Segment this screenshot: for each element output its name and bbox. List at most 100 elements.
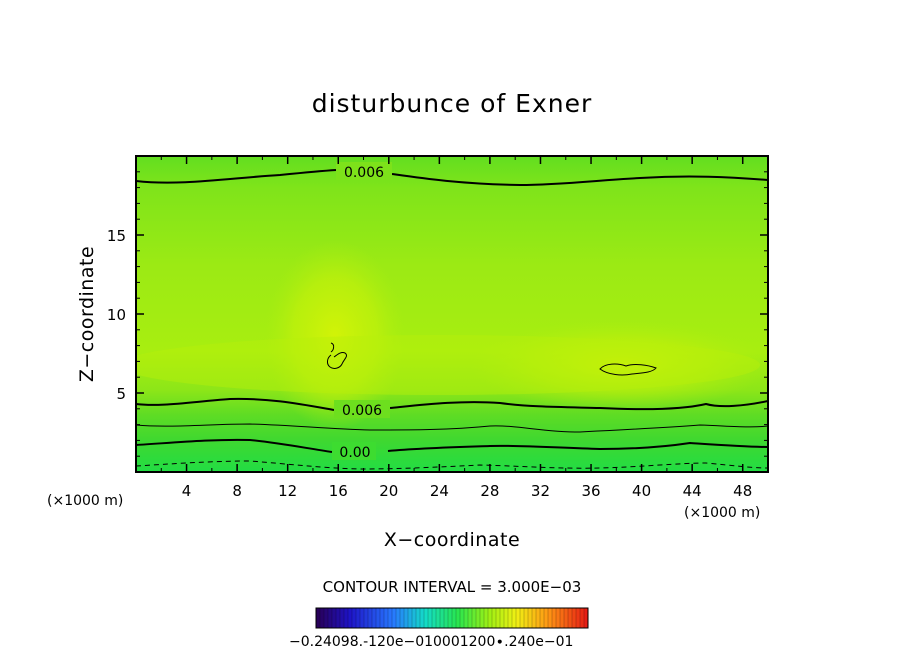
colorbar-swatch	[424, 608, 429, 628]
colorbar-swatch	[344, 608, 349, 628]
colorbar-swatch	[428, 608, 433, 628]
colorbar-swatch	[348, 608, 353, 628]
colorbar-swatch	[456, 608, 461, 628]
colorbar-swatch	[368, 608, 373, 628]
x-axis-label: X−coordinate	[384, 529, 520, 551]
x-tick-label: 8	[232, 482, 242, 500]
colorbar-swatch	[388, 608, 393, 628]
contour-label-middle: 0.006	[342, 403, 382, 419]
colorbar-swatch	[380, 608, 385, 628]
colorbar-swatch	[472, 608, 477, 628]
contour-line-upper-0.006	[136, 169, 768, 187]
colorbar-swatch	[580, 608, 585, 628]
x-axis-unit-left: (×1000 m)	[47, 493, 123, 509]
colorbar-swatch	[396, 608, 401, 628]
colorbar-swatch	[584, 608, 589, 628]
contour-closed-west	[327, 342, 347, 369]
colorbar-swatch	[568, 608, 573, 628]
x-tick-label: 12	[278, 482, 297, 500]
y-tick-label: 5	[116, 385, 126, 403]
y-axis-ticks: 5 10 15	[107, 171, 768, 457]
contour-line-0.00	[136, 438, 768, 453]
x-tick-label: 24	[430, 482, 449, 500]
x-tick-label: 44	[683, 482, 702, 500]
colorbar-swatch	[556, 608, 561, 628]
colorbar-swatch	[436, 608, 441, 628]
colorbar-swatch	[572, 608, 577, 628]
colorbar-swatch	[480, 608, 485, 628]
colorbar-swatch	[352, 608, 357, 628]
colorbar-swatch	[536, 608, 541, 628]
colorbar-swatch	[504, 608, 509, 628]
colorbar-swatch	[492, 608, 497, 628]
colorbar-swatch	[452, 608, 457, 628]
colorbar-swatch	[400, 608, 405, 628]
colorbar-swatch	[444, 608, 449, 628]
contour-line-0.003	[136, 423, 768, 433]
colorbar-swatch	[464, 608, 469, 628]
y-axis-label: Z−coordinate	[76, 246, 98, 382]
field-high-region-west	[265, 240, 405, 430]
colorbar-swatch	[392, 608, 397, 628]
colorbar-swatch	[512, 608, 517, 628]
colorbar-swatch	[524, 608, 529, 628]
colorbar-swatch	[384, 608, 389, 628]
colorbar-swatch	[420, 608, 425, 628]
colorbar-swatch	[372, 608, 377, 628]
colorbar-swatch	[500, 608, 505, 628]
colorbar-swatch	[336, 608, 341, 628]
y-tick-label: 10	[107, 306, 126, 324]
colorbar-swatch	[560, 608, 565, 628]
colorbar-swatch	[408, 608, 413, 628]
colorbar-swatch	[432, 608, 437, 628]
y-tick-label: 15	[107, 227, 126, 245]
x-tick-label: 40	[632, 482, 651, 500]
field-layer	[136, 156, 768, 472]
colorbar-swatch	[484, 608, 489, 628]
colorbar-swatch	[324, 608, 329, 628]
colorbar-swatch	[488, 608, 493, 628]
colorbar-swatch	[508, 608, 513, 628]
colorbar-swatch	[448, 608, 453, 628]
colorbar-swatch	[476, 608, 481, 628]
field-high-band	[136, 335, 760, 395]
colorbar-swatch	[552, 608, 557, 628]
contour-label-bg-low	[332, 442, 376, 460]
colorbar-swatch	[520, 608, 525, 628]
contour-label-lower: 0.00	[339, 445, 370, 461]
contour-closed-east	[599, 363, 657, 376]
colorbar-tick-labels: −0.24098.‐120e−010001200∙.240e−01	[289, 634, 573, 650]
colorbar-swatch	[332, 608, 337, 628]
colorbar-swatch	[360, 608, 365, 628]
colorbar-swatch	[316, 608, 321, 628]
x-axis-ticks: 4 8 12 16 20 24 28 32 36 40 44 48	[160, 156, 752, 500]
colorbar-swatch	[576, 608, 581, 628]
colorbar-swatch	[528, 608, 533, 628]
x-tick-label: 4	[182, 482, 192, 500]
colorbar-swatch	[404, 608, 409, 628]
x-tick-label: 32	[531, 482, 550, 500]
colorbar-swatch	[356, 608, 361, 628]
x-axis-unit-right: (×1000 m)	[684, 505, 760, 521]
colorbar-swatch	[532, 608, 537, 628]
colorbar-swatch	[376, 608, 381, 628]
colorbar-swatch	[440, 608, 445, 628]
contour-label-upper: 0.006	[344, 165, 384, 181]
x-tick-label: 20	[379, 482, 398, 500]
field-high-region-east	[470, 320, 768, 410]
x-tick-label: 48	[733, 482, 752, 500]
contour-label-bg-upper	[336, 162, 392, 180]
x-tick-label: 16	[329, 482, 348, 500]
colorbar-swatch	[412, 608, 417, 628]
colorbar-swatch	[340, 608, 345, 628]
contour-interval-text: CONTOUR INTERVAL = 3.000E−03	[323, 578, 582, 596]
x-tick-label: 36	[581, 482, 600, 500]
colorbar-swatch	[364, 608, 369, 628]
colorbar-swatch	[564, 608, 569, 628]
colorbar-swatch	[540, 608, 545, 628]
colorbar-swatch	[328, 608, 333, 628]
colorbar-swatch	[416, 608, 421, 628]
colorbar-swatch	[548, 608, 553, 628]
contour-label-bg-mid	[334, 400, 390, 418]
